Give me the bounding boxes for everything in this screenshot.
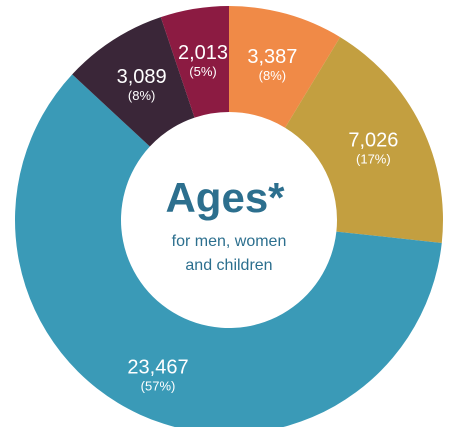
slice-value-label-1: 7,026 bbox=[348, 130, 398, 152]
chart-subtitle-line-2: and children bbox=[185, 257, 272, 274]
slice-value-label-0: 3,387 bbox=[247, 46, 297, 68]
slice-percent-label-1: (17%) bbox=[356, 152, 391, 167]
chart-subtitle-line-1: for men, women bbox=[172, 233, 287, 250]
slice-value-label-4: 2,013 bbox=[178, 42, 228, 64]
slice-percent-label-2: (57%) bbox=[141, 379, 176, 394]
slice-percent-label-4: (5%) bbox=[189, 64, 216, 79]
donut-slice-1 bbox=[285, 37, 443, 243]
slices-layer bbox=[15, 6, 443, 427]
donut-slice-2 bbox=[15, 74, 442, 427]
slice-percent-label-0: (8%) bbox=[259, 68, 286, 83]
donut-slice-3 bbox=[72, 17, 195, 147]
slice-value-label-3: 3,089 bbox=[117, 66, 167, 88]
donut-slice-0 bbox=[229, 6, 341, 128]
slice-percent-label-3: (8%) bbox=[128, 88, 155, 103]
donut-slice-4 bbox=[160, 6, 229, 118]
center-label: Ages* for men, women and children bbox=[165, 174, 286, 274]
labels-layer: 3,387(8%)7,026(17%)23,467(57%)3,089(8%)2… bbox=[117, 42, 399, 393]
chart-title: Ages* bbox=[165, 174, 285, 221]
slice-value-label-2: 23,467 bbox=[127, 357, 188, 379]
